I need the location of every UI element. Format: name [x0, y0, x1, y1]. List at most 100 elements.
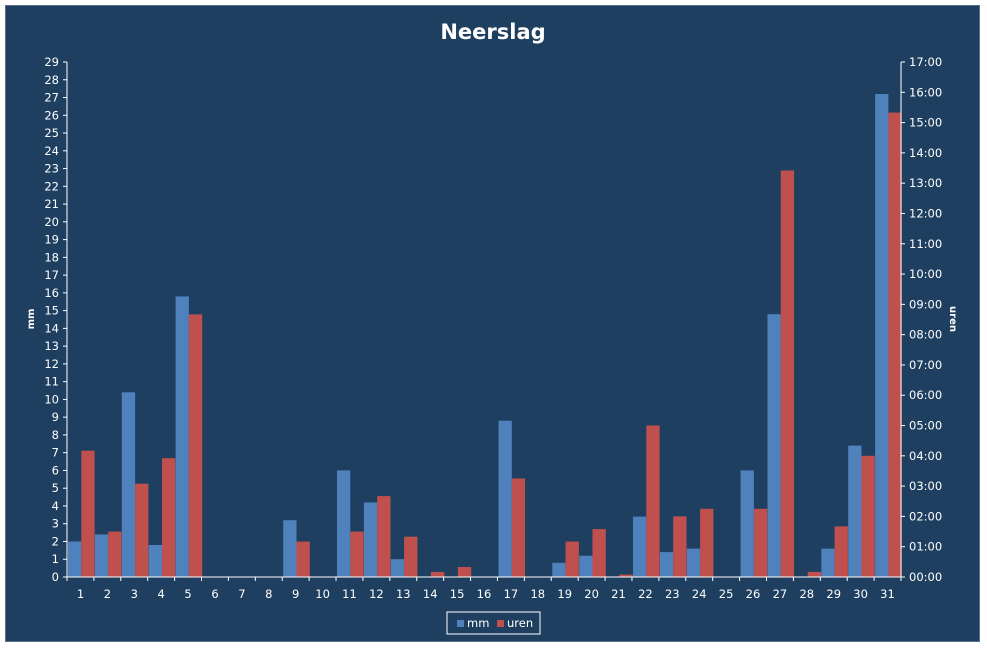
y-tick-label: 28	[44, 73, 59, 87]
bar-mm-12	[363, 502, 378, 577]
legend-swatch-uren	[497, 620, 504, 627]
bar-uren-14	[431, 571, 445, 577]
x-tick-label: 24	[692, 587, 707, 601]
bar-uren-20	[592, 529, 606, 577]
legend-label-uren: uren	[507, 616, 533, 630]
x-tick-label: 28	[799, 587, 814, 601]
y-tick-label: 14	[44, 321, 59, 335]
x-tick-label: 16	[477, 587, 492, 601]
x-tick-label: 13	[396, 587, 411, 601]
bar-uren-26	[753, 508, 768, 577]
y2-tick-label: 06:00	[909, 388, 942, 402]
y-tick-label: 27	[44, 91, 59, 105]
y2-tick-label: 02:00	[909, 509, 942, 523]
y2-tick-label: 04:00	[909, 449, 942, 463]
bar-uren-31	[888, 112, 902, 577]
y-tick-label: 13	[44, 339, 59, 353]
y-tick-label: 6	[52, 463, 59, 477]
y2-tick-label: 01:00	[909, 540, 942, 554]
y-tick-label: 19	[44, 233, 59, 247]
bar-mm-9	[283, 520, 297, 577]
bar-mm-23	[659, 552, 674, 577]
bar-uren-12	[377, 496, 391, 577]
y-tick-label: 10	[44, 392, 59, 406]
bar-mm-3	[121, 392, 136, 577]
x-tick-label: 3	[131, 587, 138, 601]
bar-uren-30	[861, 455, 875, 577]
bar-uren-15	[457, 567, 472, 577]
x-tick-label: 10	[315, 587, 330, 601]
bar-mm-17	[498, 420, 512, 577]
x-tick-label: 31	[880, 587, 895, 601]
y2-tick-label: 10:00	[909, 267, 942, 281]
bar-uren-22	[646, 425, 660, 577]
bar-mm-24	[686, 548, 701, 577]
y2-tick-label: 00:00	[909, 570, 942, 584]
y-tick-label: 21	[44, 197, 59, 211]
bar-mm-22	[633, 516, 647, 577]
bar-mm-27	[767, 314, 781, 577]
y-tick-label: 2	[52, 534, 59, 548]
bar-mm-31	[875, 94, 889, 577]
x-tick-label: 19	[557, 587, 572, 601]
y-tick-label: 22	[44, 179, 59, 193]
y-tick-label: 12	[44, 357, 59, 371]
bar-uren-11	[350, 531, 364, 577]
bar-uren-2	[108, 531, 122, 577]
bar-mm-26	[740, 470, 754, 577]
legend-label-mm: mm	[467, 616, 489, 630]
x-tick-label: 5	[184, 587, 191, 601]
bar-mm-1	[68, 541, 82, 577]
y2-tick-label: 08:00	[909, 328, 942, 342]
x-tick-label: 21	[611, 587, 626, 601]
bar-uren-4	[162, 458, 176, 577]
chart-title: Neerslag	[440, 20, 545, 44]
y-tick-label: 3	[52, 517, 59, 531]
bar-mm-11	[337, 470, 351, 577]
x-tick-label: 1	[77, 587, 84, 601]
y-tick-label: 1	[52, 552, 59, 566]
y-tick-label: 4	[52, 499, 59, 513]
y2-tick-label: 03:00	[909, 479, 942, 493]
x-tick-label: 2	[104, 587, 111, 601]
plot-area: 0123456789101112131415161718192021222324…	[44, 55, 942, 601]
y-tick-label: 20	[44, 215, 59, 229]
y2-tick-label: 09:00	[909, 297, 942, 311]
bar-uren-27	[780, 170, 795, 577]
bar-mm-20	[579, 555, 593, 577]
y-tick-label: 9	[52, 410, 59, 424]
bar-uren-3	[135, 483, 149, 577]
x-tick-label: 14	[423, 587, 438, 601]
y2-tick-label: 16:00	[909, 85, 942, 99]
x-tick-label: 29	[826, 587, 841, 601]
y2-tick-label: 11:00	[909, 237, 942, 251]
y-tick-label: 24	[44, 144, 59, 158]
bar-uren-29	[834, 526, 848, 577]
y2-tick-label: 12:00	[909, 206, 942, 220]
bar-mm-30	[848, 445, 862, 577]
y2-tick-label: 17:00	[909, 55, 942, 69]
legend: mm uren	[446, 611, 541, 635]
bar-mm-13	[390, 559, 405, 577]
bar-uren-9	[296, 541, 310, 577]
x-tick-label: 30	[853, 587, 868, 601]
bar-uren-13	[404, 536, 418, 577]
y-tick-label: 29	[44, 55, 59, 69]
bar-mm-5	[175, 296, 189, 577]
legend-swatch-mm	[457, 620, 464, 627]
bar-uren-5	[188, 314, 203, 577]
y-axis-label: mm	[26, 309, 37, 330]
bar-uren-21	[619, 574, 633, 577]
x-tick-label: 7	[238, 587, 245, 601]
x-tick-label: 27	[773, 587, 788, 601]
y2-tick-label: 13:00	[909, 176, 942, 190]
y2-tick-label: 15:00	[909, 116, 942, 130]
x-tick-label: 11	[342, 587, 357, 601]
x-tick-label: 22	[638, 587, 653, 601]
x-tick-label: 17	[504, 587, 519, 601]
bar-uren-19	[565, 541, 579, 577]
bar-uren-1	[81, 450, 95, 577]
x-tick-label: 25	[719, 587, 734, 601]
bar-mm-29	[821, 548, 835, 577]
